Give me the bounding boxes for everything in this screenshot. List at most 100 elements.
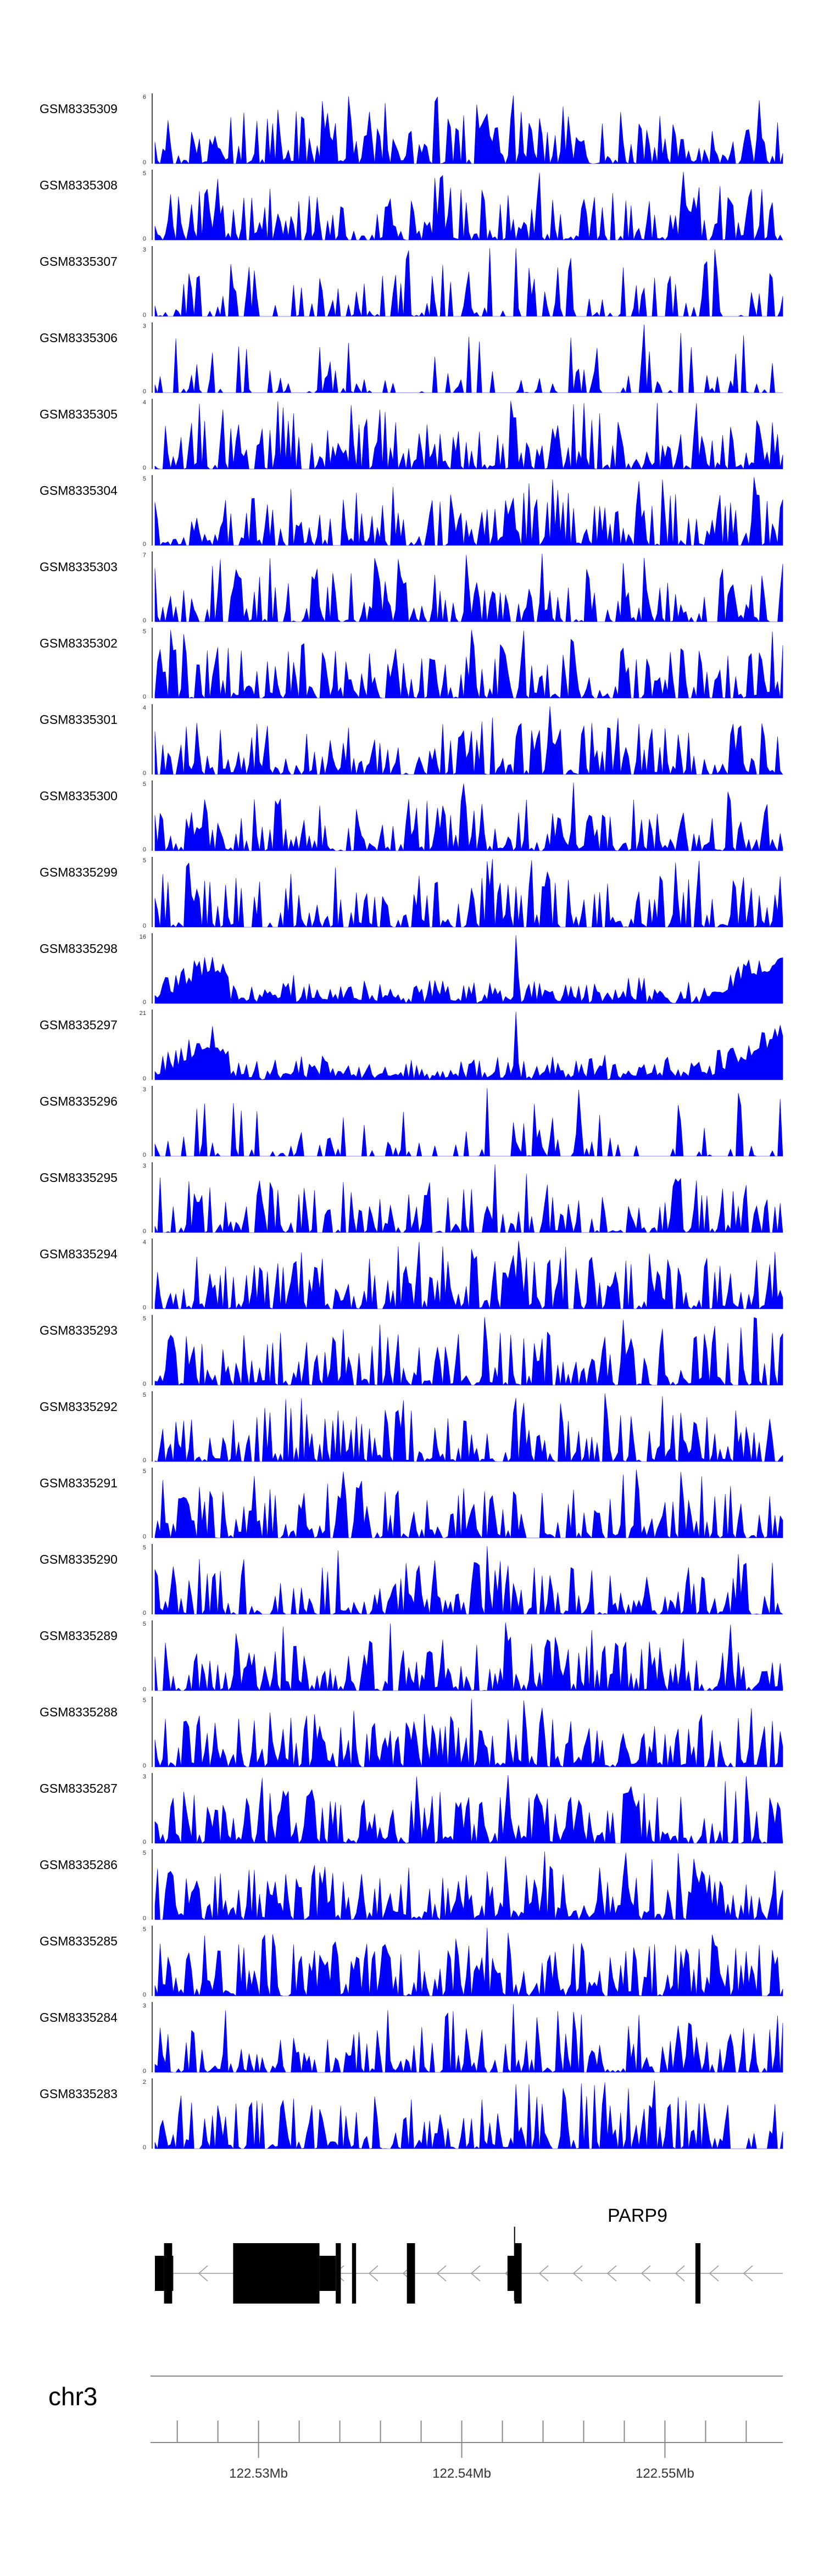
coverage-area	[154, 400, 783, 470]
track-label: GSM8335301	[40, 712, 118, 727]
track-ymin-label: 0	[143, 1915, 146, 1922]
track-ymin-label: 0	[143, 1457, 146, 1464]
track-ymin-label: 0	[143, 159, 146, 166]
coverage-area	[154, 1469, 783, 1538]
track-GSM8335304: GSM8335304 5 0	[40, 475, 783, 548]
track-label: GSM8335287	[40, 1781, 118, 1796]
track-GSM8335287: GSM8335287 3 0	[40, 1773, 783, 1845]
coverage-area	[154, 858, 783, 928]
gene-exon	[514, 2243, 522, 2304]
coverage-area	[154, 1851, 783, 1920]
track-GSM8335298: GSM8335298 16 0	[40, 933, 783, 1006]
track-ymax-label: 3	[143, 1774, 146, 1780]
strand-chevron	[538, 2265, 549, 2282]
track-ymax-label: 5	[143, 476, 146, 482]
track-ymax-label: 5	[143, 1468, 146, 1475]
track-label: GSM8335300	[40, 789, 118, 803]
track-ymin-label: 0	[143, 1610, 146, 1616]
track-GSM8335285: GSM8335285 5 0	[40, 1926, 783, 1998]
coverage-area	[154, 1546, 783, 1615]
track-GSM8335297: GSM8335297 21 0	[40, 1010, 783, 1082]
coverage-area	[154, 629, 783, 699]
track-ymax-label: 2	[143, 2079, 146, 2086]
strand-chevron	[675, 2265, 685, 2282]
track-GSM8335296: GSM8335296 3 0	[40, 1086, 783, 1158]
track-ymin-label: 0	[143, 541, 146, 548]
gene-exon	[695, 2243, 701, 2304]
chromosome-ideogram: chr3	[48, 2376, 783, 2411]
strand-chevron	[743, 2265, 753, 2282]
track-ymax-label: 3	[143, 247, 146, 253]
track-GSM8335284: GSM8335284 3 0	[40, 2002, 783, 2075]
track-label: GSM8335285	[40, 1934, 118, 1948]
coverage-area	[154, 324, 783, 393]
track-ymin-label: 0	[143, 388, 146, 395]
coverage-area	[154, 95, 783, 164]
track-GSM8335305: GSM8335305 4 0	[40, 399, 783, 471]
track-ymin-label: 0	[143, 236, 146, 242]
track-ymax-label: 5	[143, 1850, 146, 1856]
coverage-area	[154, 935, 783, 1004]
track-GSM8335307: GSM8335307 3 0	[40, 246, 783, 319]
track-label: GSM8335297	[40, 1018, 118, 1032]
track-ymax-label: 5	[143, 1697, 146, 1704]
track-ymin-label: 0	[143, 694, 146, 700]
gene-model-track: PARP9	[155, 2205, 783, 2304]
coverage-area	[154, 706, 783, 775]
coverage-area	[154, 1164, 783, 1233]
gene-exon	[352, 2243, 357, 2304]
coverage-area	[154, 248, 783, 317]
coverage-area	[154, 1011, 783, 1080]
track-ymin-label: 0	[143, 1228, 146, 1235]
coverage-area	[154, 1317, 783, 1386]
track-label: GSM8335309	[40, 102, 118, 116]
gene-exon	[507, 2256, 515, 2291]
track-ymin-label: 0	[143, 1075, 146, 1082]
strand-chevron	[572, 2265, 583, 2282]
track-GSM8335309: GSM8335309 6 0	[40, 93, 783, 166]
coverage-area	[154, 1088, 783, 1157]
track-GSM8335289: GSM8335289 5 0	[40, 1620, 783, 1693]
track-label: GSM8335293	[40, 1323, 118, 1337]
track-label: GSM8335291	[40, 1476, 118, 1490]
track-GSM8335308: GSM8335308 5 0	[40, 170, 783, 242]
track-label: GSM8335288	[40, 1705, 118, 1719]
track-label: GSM8335292	[40, 1399, 118, 1414]
track-ymax-label: 5	[143, 628, 146, 635]
genome-tick-label: 122.53Mb	[229, 2466, 288, 2481]
track-GSM8335303: GSM8335303 7 0	[40, 551, 783, 624]
coverage-area	[154, 782, 783, 851]
track-GSM8335295: GSM8335295 3 0	[40, 1162, 783, 1235]
gene-exon	[155, 2256, 164, 2291]
track-label: GSM8335290	[40, 1552, 118, 1566]
track-ymax-label: 7	[143, 552, 146, 559]
track-ymax-label: 5	[143, 1926, 146, 1933]
track-GSM8335302: GSM8335302 5 0	[40, 628, 783, 700]
coverage-area	[154, 1927, 783, 1997]
track-ymax-label: 5	[143, 1621, 146, 1627]
gene-exon	[164, 2243, 172, 2304]
track-ymin-label: 0	[143, 2144, 146, 2151]
track-ymin-label: 0	[143, 1992, 146, 1998]
track-ymin-label: 0	[143, 2068, 146, 2075]
track-label: GSM8335286	[40, 1858, 118, 1872]
track-GSM8335290: GSM8335290 5 0	[40, 1544, 783, 1616]
gene-exon	[336, 2243, 341, 2304]
track-ymax-label: 3	[143, 1086, 146, 1093]
track-ymax-label: 4	[143, 399, 146, 406]
strand-chevron	[709, 2265, 719, 2282]
track-ymax-label: 5	[143, 170, 146, 177]
coverage-area	[154, 1775, 783, 1844]
track-ymax-label: 5	[143, 1315, 146, 1322]
track-ymax-label: 6	[143, 94, 146, 101]
coverage-area	[154, 1622, 783, 1691]
track-ymin-label: 0	[143, 923, 146, 929]
track-ymin-label: 0	[143, 999, 146, 1006]
track-label: GSM8335294	[40, 1247, 118, 1261]
track-label: GSM8335296	[40, 1094, 118, 1108]
track-ymax-label: 21	[140, 1010, 146, 1017]
track-label: GSM8335289	[40, 1629, 118, 1643]
strand-chevron	[470, 2265, 481, 2282]
track-label: GSM8335295	[40, 1170, 118, 1185]
